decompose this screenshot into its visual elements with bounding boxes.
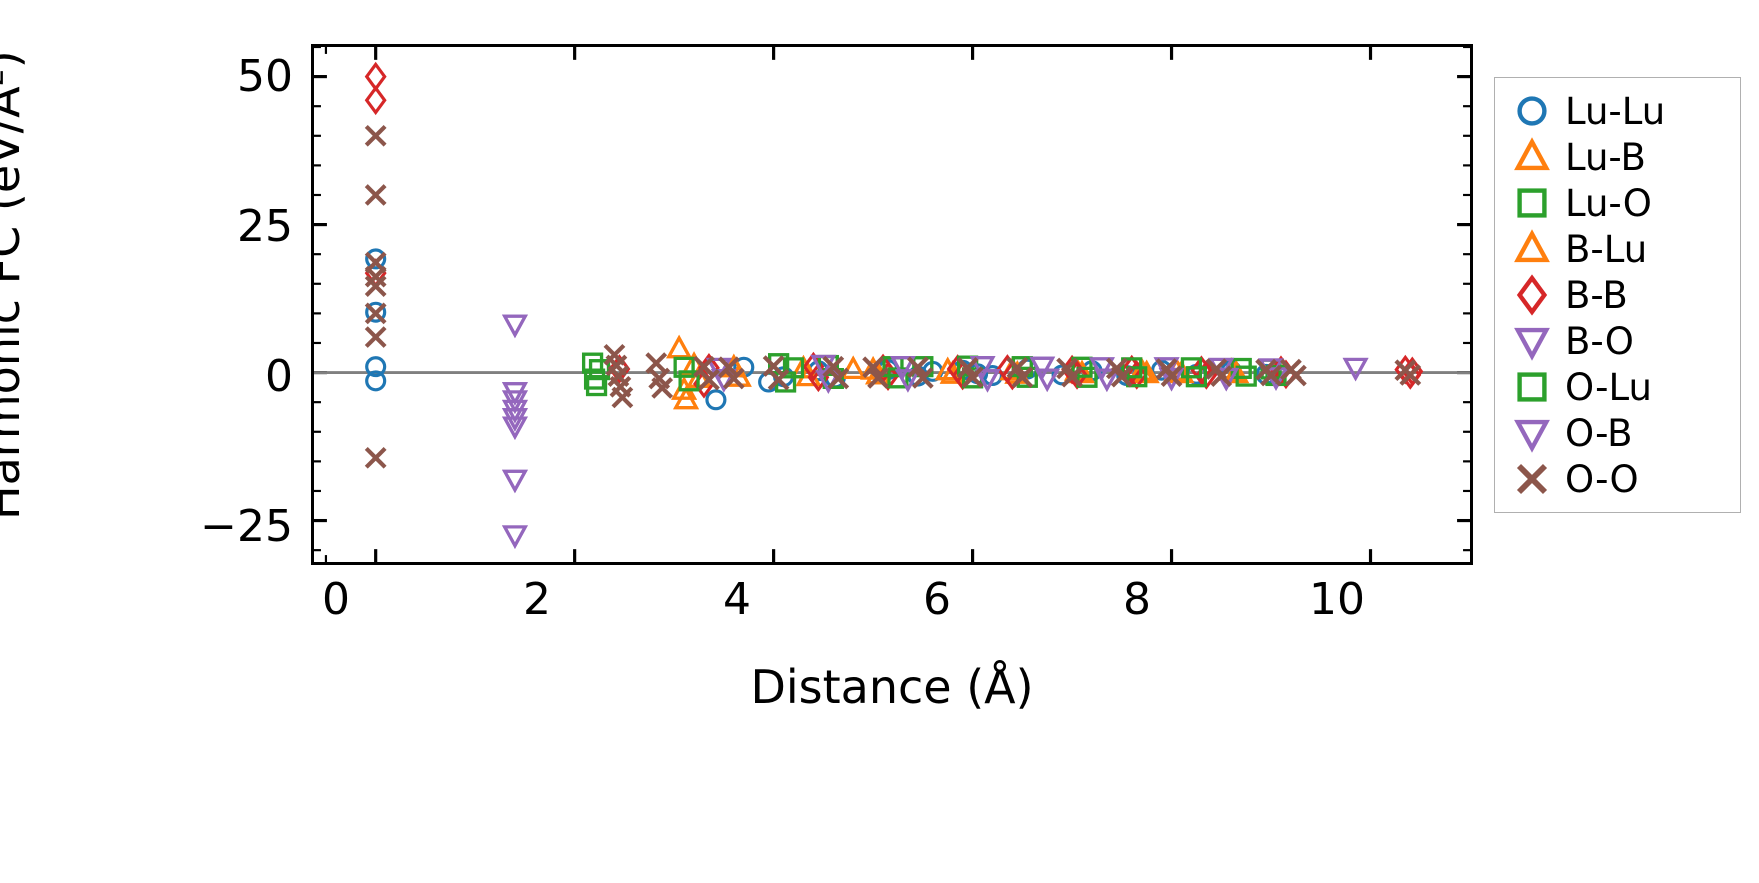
legend-label: Lu-B xyxy=(1565,135,1646,179)
y-tick-label-25: 25 xyxy=(237,201,293,252)
legend-label: O-O xyxy=(1565,457,1639,501)
circle-marker-icon xyxy=(1509,88,1555,134)
square-marker-icon xyxy=(1509,364,1555,410)
triangle-down-marker-icon xyxy=(1509,318,1555,364)
legend-item-o-o[interactable]: O-O xyxy=(1495,456,1740,502)
legend-item-lu-lu[interactable]: Lu-Lu xyxy=(1495,88,1740,134)
triangle-down-marker-icon xyxy=(1509,410,1555,456)
scatter-plot-svg xyxy=(314,47,1470,562)
x-tick-label-0: 0 xyxy=(322,574,350,625)
series-b-b xyxy=(364,61,1424,399)
y-tick-label-50: 50 xyxy=(237,51,293,102)
x-tick-label-6: 6 xyxy=(923,574,951,625)
y-tick-label-0: 0 xyxy=(265,351,293,402)
legend-label: Lu-Lu xyxy=(1565,89,1666,133)
plot-axes-frame xyxy=(311,44,1473,565)
legend-item-lu-b[interactable]: Lu-B xyxy=(1495,134,1740,180)
x-tick-label-8: 8 xyxy=(1123,574,1151,625)
x-axis-label: Distance (Å) xyxy=(750,660,1034,714)
x-tick-label-4: 4 xyxy=(723,574,751,625)
legend-label: O-Lu xyxy=(1565,365,1652,409)
series-b-o xyxy=(501,314,1369,549)
y-tick-label-neg25: −25 xyxy=(200,501,293,552)
x-tick-label-2: 2 xyxy=(523,574,551,625)
legend-label: B-Lu xyxy=(1565,227,1648,271)
series-o-o xyxy=(364,124,1422,469)
y-axis-label: Harmonic FC (eV/Å2) xyxy=(0,0,30,735)
legend-item-b-lu[interactable]: B-Lu xyxy=(1495,226,1740,272)
y-axis-label-exponent: 2 xyxy=(0,68,10,86)
legend-label: B-O xyxy=(1565,319,1634,363)
legend-item-b-o[interactable]: B-O xyxy=(1495,318,1740,364)
square-marker-icon xyxy=(1509,180,1555,226)
series-o-b xyxy=(501,314,1369,549)
legend-item-lu-o[interactable]: Lu-O xyxy=(1495,180,1740,226)
legend-label: O-B xyxy=(1565,411,1633,455)
scatter-points-layer xyxy=(364,61,1424,549)
legend-item-b-b[interactable]: B-B xyxy=(1495,272,1740,318)
legend-item-o-b[interactable]: O-B xyxy=(1495,410,1740,456)
axis-ticks-layer xyxy=(314,47,1470,562)
y-axis-label-main: Harmonic FC (eV/Å xyxy=(0,86,31,521)
legend-label: B-B xyxy=(1565,273,1628,317)
x-tick-label-10: 10 xyxy=(1309,574,1365,625)
legend-box: Lu-Lu Lu-B Lu-O B-Lu B-B B-O O-Lu O-B xyxy=(1494,77,1741,513)
x-marker-icon xyxy=(1509,456,1555,502)
diamond-marker-icon xyxy=(1509,272,1555,318)
triangle-up-marker-icon xyxy=(1509,134,1555,180)
y-axis-label-tail: ) xyxy=(0,50,30,68)
triangle-up-marker-icon xyxy=(1509,226,1555,272)
legend-label: Lu-O xyxy=(1565,181,1652,225)
legend-item-o-lu[interactable]: O-Lu xyxy=(1495,364,1740,410)
